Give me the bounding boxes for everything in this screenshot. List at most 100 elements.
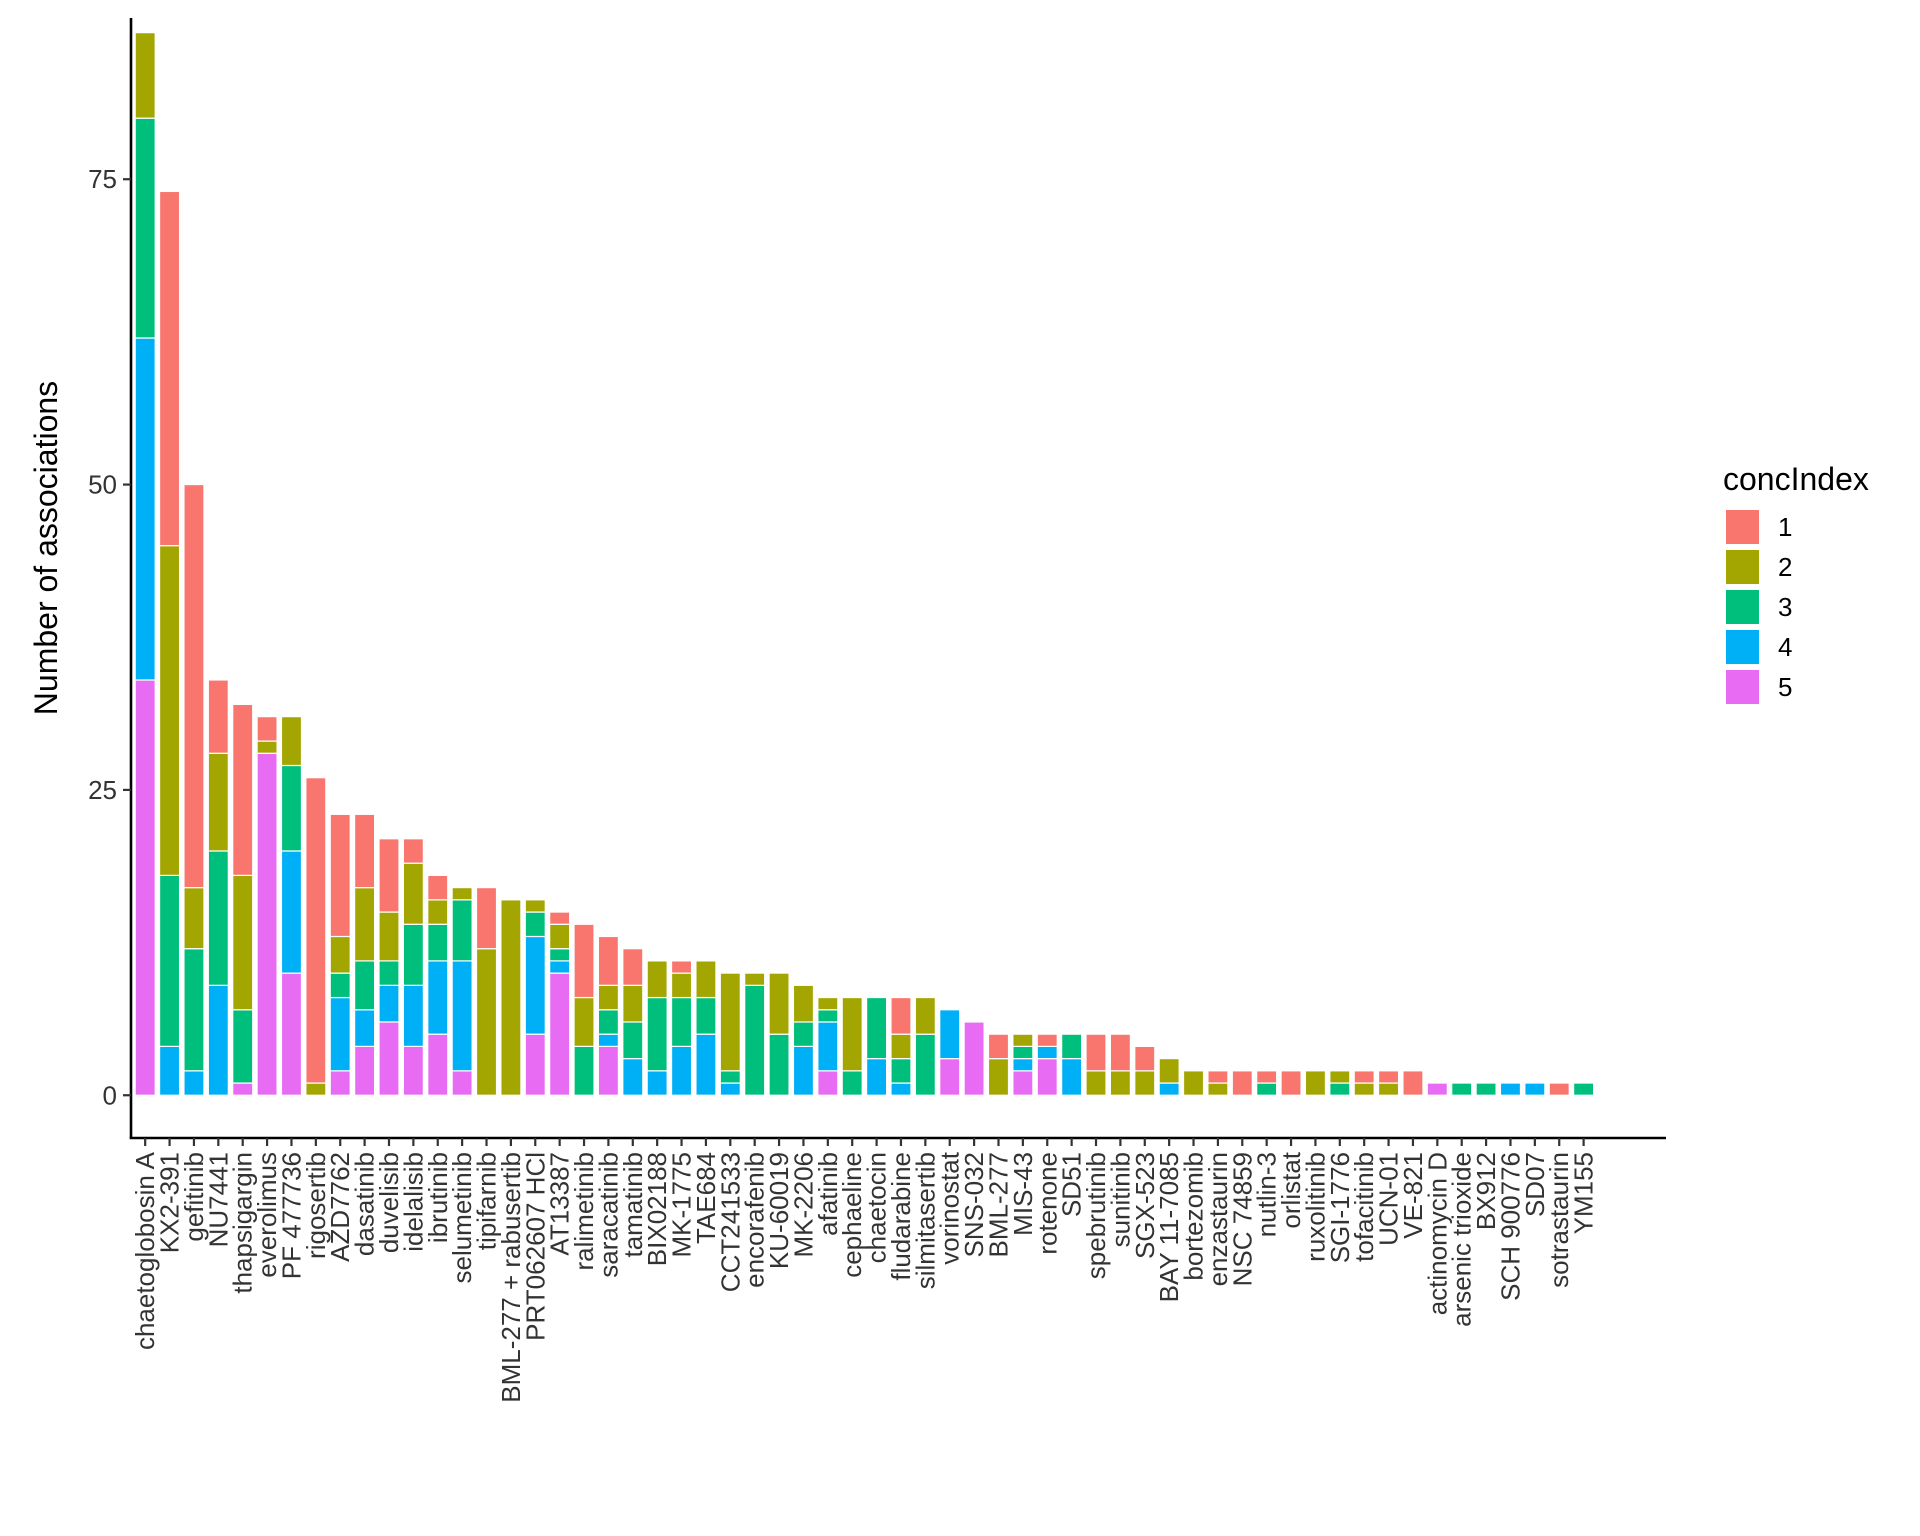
bar-segment-concindex-2 <box>768 972 790 1035</box>
x-tick-label: ralimetinib <box>569 1152 599 1271</box>
bar-segment-concindex-3 <box>744 984 766 1096</box>
x-tick-label: BAY 11-7085 <box>1154 1152 1184 1302</box>
bar-segment-concindex-3 <box>817 1009 839 1023</box>
legend-items: 1 2 3 4 5 <box>1726 510 1792 704</box>
bar-segment-concindex-3 <box>232 1009 254 1084</box>
bar-segment-concindex-3 <box>280 764 303 852</box>
x-tick-label: KX2-391 <box>155 1152 185 1253</box>
bar-segment-concindex-5 <box>817 1070 839 1096</box>
bar-segment-concindex-4 <box>792 1045 815 1096</box>
bar-segment-concindex-3 <box>1451 1082 1473 1096</box>
bar-segment-concindex-1 <box>1256 1070 1278 1084</box>
bar-segment-concindex-1 <box>158 190 181 547</box>
bar-segment-concindex-4 <box>1061 1058 1083 1096</box>
bar-segment-concindex-2 <box>1377 1082 1400 1096</box>
x-tick-label: MIS-43 <box>1008 1152 1038 1236</box>
bar-segment-concindex-2 <box>1207 1082 1229 1096</box>
bar-segment-concindex-1 <box>1085 1033 1107 1072</box>
bar-segment-concindex-4 <box>134 337 156 681</box>
x-tick-label: UCN-01 <box>1374 1152 1404 1246</box>
x-tick-label: ruxolitinib <box>1300 1152 1330 1262</box>
bar-segment-concindex-2 <box>987 1058 1010 1096</box>
bar-segment-concindex-5 <box>963 1021 985 1096</box>
x-tick-label: chaetocin <box>862 1152 892 1263</box>
bar-segment-concindex-4 <box>939 1009 961 1060</box>
y-tick-label: 0 <box>103 1080 117 1110</box>
bar-segment-concindex-4 <box>1524 1082 1546 1096</box>
bar-segment-concindex-5 <box>280 972 303 1096</box>
bar-segment-concindex-5 <box>232 1082 254 1096</box>
bar-segment-concindex-4 <box>402 984 424 1048</box>
bar-segment-concindex-1 <box>354 813 376 889</box>
bar-segment-concindex-2 <box>1134 1070 1156 1096</box>
bar-segment-concindex-5 <box>549 972 571 1096</box>
x-tick-label: SD51 <box>1057 1152 1087 1217</box>
bar-segment-concindex-2 <box>841 996 863 1072</box>
legend-label-5: 5 <box>1778 672 1792 702</box>
bar-segment-concindex-1 <box>987 1033 1010 1060</box>
bar-segment-concindex-4 <box>890 1082 912 1096</box>
bar-segment-concindex-2 <box>792 984 815 1023</box>
bar-segment-concindex-2 <box>134 32 156 119</box>
bar-segment-concindex-4 <box>1158 1082 1180 1096</box>
bar-segment-concindex-5 <box>451 1070 473 1096</box>
bar-segment-concindex-4 <box>670 1045 693 1096</box>
x-axis-ticks: chaetoglobosin AKX2-391gefitinibNU7441th… <box>130 1138 1599 1403</box>
x-tick-label: arsenic trioxide <box>1447 1152 1477 1327</box>
x-tick-label: encorafenib <box>740 1152 770 1288</box>
bar-segment-concindex-4 <box>549 960 571 974</box>
bar-segment-concindex-1 <box>1109 1033 1131 1072</box>
bar-segment-concindex-4 <box>427 960 449 1035</box>
x-tick-label: bortezomib <box>1179 1152 1209 1281</box>
x-tick-label: spebrutinib <box>1081 1152 1111 1279</box>
bar-segment-concindex-3 <box>549 948 571 962</box>
x-tick-label: SGI-1776 <box>1325 1152 1355 1263</box>
x-tick-label: enzastaurin <box>1203 1152 1233 1286</box>
bar-segment-concindex-2 <box>719 972 741 1072</box>
x-tick-label: ibrutinib <box>423 1152 453 1243</box>
bar-segment-concindex-2 <box>402 862 424 925</box>
bar-segment-concindex-1 <box>1353 1070 1375 1084</box>
bar-segment-concindex-3 <box>1475 1082 1497 1096</box>
x-tick-label: fludarabine <box>886 1152 916 1281</box>
bar-segment-concindex-4 <box>183 1070 205 1096</box>
bar-segment-concindex-1 <box>1134 1045 1156 1072</box>
bar-segment-concindex-2 <box>744 972 766 986</box>
legend: concIndex 1 2 3 4 5 <box>1723 461 1869 704</box>
x-tick-label: MK-1775 <box>667 1152 697 1258</box>
bar-segment-concindex-3 <box>841 1070 863 1096</box>
x-tick-label: idelalisib <box>398 1152 428 1252</box>
bar-segment-concindex-4 <box>378 984 400 1023</box>
bar-segment-concindex-3 <box>329 972 351 999</box>
bar-segment-concindex-1 <box>207 679 229 754</box>
x-tick-label: dasatinib <box>350 1152 380 1256</box>
bar-segment-concindex-2 <box>914 996 936 1035</box>
bar-segment-concindex-3 <box>646 996 668 1072</box>
x-tick-label: KU-60019 <box>764 1152 794 1269</box>
bar-segment-concindex-4 <box>695 1033 717 1096</box>
x-tick-label: gefitinib <box>179 1152 209 1242</box>
x-tick-label: AT13387 <box>545 1152 575 1256</box>
bar-segment-concindex-4 <box>646 1070 668 1096</box>
x-tick-label: chaetoglobosin A <box>130 1151 160 1350</box>
bar-segment-concindex-4 <box>158 1045 181 1096</box>
bar-segment-concindex-4 <box>865 1058 888 1096</box>
bar-segment-concindex-2 <box>646 960 668 999</box>
bar-segment-concindex-3 <box>573 1045 595 1096</box>
bar-segment-concindex-2 <box>158 545 181 876</box>
bar-segment-concindex-2 <box>378 911 400 962</box>
bar-segment-concindex-5 <box>597 1045 620 1096</box>
bar-segment-concindex-1 <box>890 996 912 1035</box>
bar-segment-concindex-3 <box>622 1021 644 1060</box>
bar-segment-concindex-3 <box>1061 1033 1083 1060</box>
x-tick-label: AZD7762 <box>325 1152 355 1262</box>
bar-segment-concindex-1 <box>1280 1070 1302 1096</box>
bar-segment-concindex-3 <box>768 1033 790 1096</box>
x-tick-label: actinomycin D <box>1422 1152 1452 1315</box>
bar-segment-concindex-3 <box>670 996 693 1047</box>
bar-segment-concindex-5 <box>134 679 156 1096</box>
bar-segment-concindex-3 <box>427 923 449 962</box>
bar-segment-concindex-5 <box>378 1021 400 1096</box>
bar-segment-concindex-5 <box>1036 1058 1058 1096</box>
bar-segment-concindex-2 <box>890 1033 912 1060</box>
